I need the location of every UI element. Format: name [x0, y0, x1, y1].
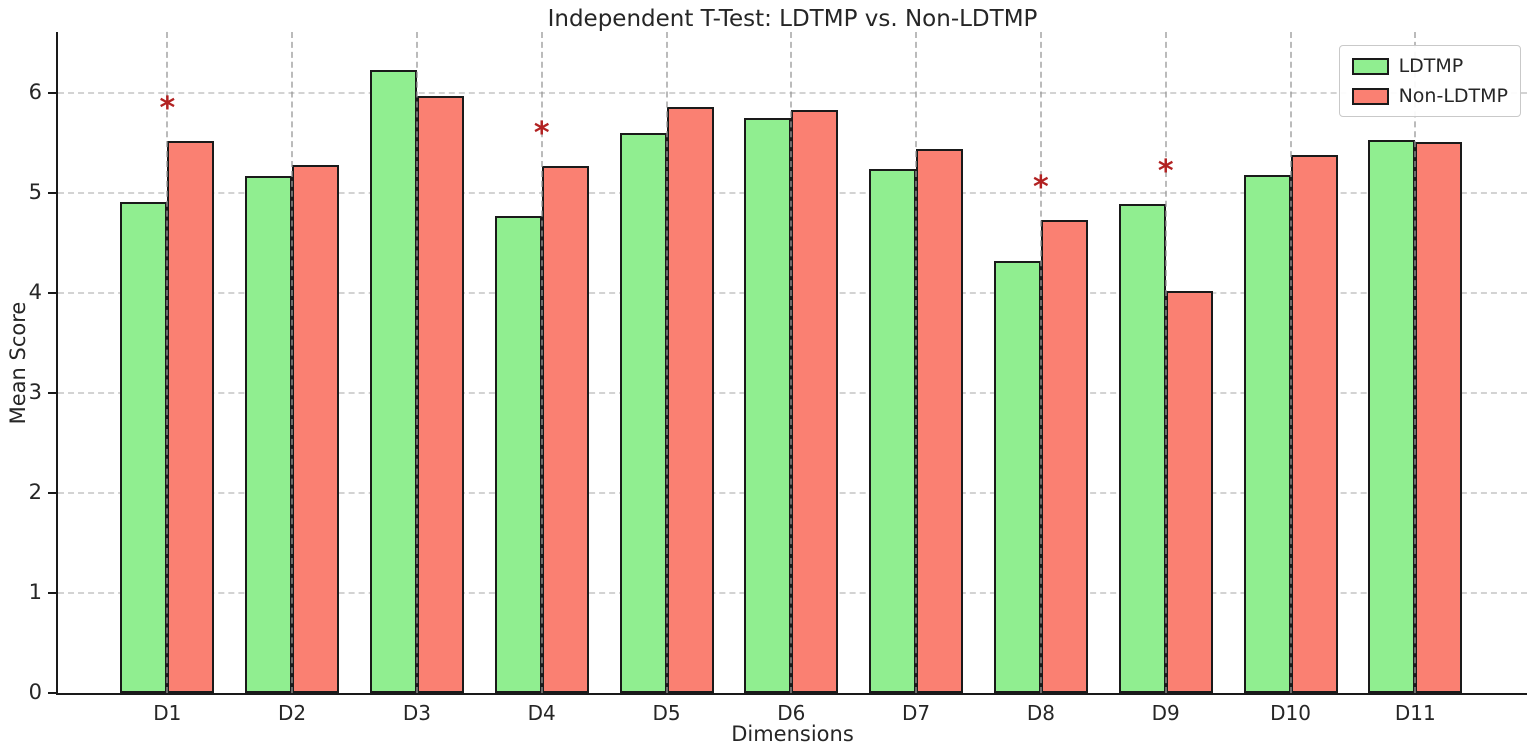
x-axis-spine: [56, 693, 1527, 695]
x-tick-label-d11: D11: [1394, 701, 1436, 725]
plot-area: 0 1 2 3 4 5 6 D1 * D2 D3 D4 * D5 D6 D7 D8 * D9 * D10 D11: [29, 32, 1527, 725]
bar-d4-ldtmp: [494, 216, 542, 693]
legend-item-non-ldtmp: Non-LDTMP: [1351, 85, 1508, 107]
x-tick-label-d5: D5: [652, 701, 681, 725]
significance-marker-d8: *: [1033, 170, 1049, 205]
bar-d10-ldtmp: [1243, 175, 1291, 693]
bar-d4-non-ldtmp: [541, 166, 589, 693]
y-gridline-6: [58, 92, 1527, 94]
x-gridline-d7: [915, 32, 918, 693]
x-tick-label-d1: D1: [153, 701, 182, 725]
x-gridline-d9: [1164, 32, 1167, 693]
x-gridline-d3: [415, 32, 418, 693]
y-tick-mark-2: [48, 492, 56, 494]
y-tick-mark-4: [48, 292, 56, 294]
significance-marker-d1: *: [159, 91, 176, 126]
bar-d5-non-ldtmp: [666, 107, 714, 693]
x-axis-label: Dimensions: [731, 722, 854, 746]
legend-swatch-ldtmp: [1351, 57, 1389, 75]
bar-d9-non-ldtmp: [1165, 291, 1213, 693]
bar-d8-non-ldtmp: [1040, 220, 1088, 693]
bar-d6-non-ldtmp: [791, 110, 839, 693]
y-tick-label-5: 5: [28, 180, 42, 204]
y-tick-mark-6: [48, 92, 56, 94]
y-tick-label-6: 6: [28, 80, 42, 104]
x-gridline-d5: [665, 32, 668, 693]
significance-marker-d4: *: [533, 116, 550, 151]
bar-d10-non-ldtmp: [1290, 155, 1338, 693]
y-axis-spine: [56, 32, 58, 695]
significance-marker-d9: *: [1157, 154, 1174, 189]
x-tick-label-d6: D6: [777, 701, 806, 725]
x-gridline-d2: [291, 32, 294, 693]
x-tick-label-d3: D3: [402, 701, 431, 725]
x-tick-label-d8: D8: [1026, 701, 1055, 725]
x-gridline-d1: [166, 32, 169, 693]
x-tick-label-d7: D7: [902, 701, 931, 725]
bar-d11-non-ldtmp: [1415, 142, 1463, 693]
y-tick-mark-5: [48, 192, 56, 194]
bar-d9-ldtmp: [1118, 204, 1166, 693]
bar-d6-ldtmp: [744, 118, 792, 693]
x-gridline-d10: [1289, 32, 1292, 693]
y-tick-label-1: 1: [28, 580, 42, 604]
legend-item-ldtmp: LDTMP: [1351, 55, 1508, 77]
bar-d5-ldtmp: [619, 133, 667, 693]
x-tick-label-d10: D10: [1270, 701, 1311, 725]
bar-d8-ldtmp: [993, 261, 1041, 693]
legend-label-ldtmp: LDTMP: [1398, 55, 1464, 77]
legend-swatch-non-ldtmp: [1351, 87, 1389, 105]
chart-title: Independent T-Test: LDTMP vs. Non-LDTMP: [547, 6, 1038, 32]
bar-d7-ldtmp: [869, 169, 917, 693]
x-gridline-d6: [790, 32, 793, 693]
y-tick-label-4: 4: [28, 280, 42, 304]
y-tick-mark-3: [48, 392, 56, 394]
bar-d7-non-ldtmp: [916, 149, 964, 693]
y-tick-mark-0: [48, 692, 56, 694]
bar-d2-ldtmp: [245, 176, 293, 693]
bar-d3-non-ldtmp: [416, 96, 464, 693]
y-tick-label-3: 3: [28, 380, 42, 404]
x-gridline-d4: [540, 32, 543, 693]
x-gridline-d8: [1039, 32, 1042, 693]
x-tick-label-d2: D2: [278, 701, 307, 725]
bar-d3-ldtmp: [369, 70, 417, 693]
y-tick-label-2: 2: [28, 480, 42, 504]
legend: LDTMP Non-LDTMP: [1338, 45, 1521, 117]
bar-d2-non-ldtmp: [292, 165, 340, 693]
bar-d1-non-ldtmp: [167, 141, 215, 693]
x-tick-label-d9: D9: [1151, 701, 1180, 725]
legend-label-non-ldtmp: Non-LDTMP: [1398, 85, 1508, 107]
bar-d1-ldtmp: [120, 202, 168, 693]
y-tick-label-0: 0: [28, 680, 42, 704]
x-gridline-d11: [1414, 32, 1417, 693]
y-tick-mark-1: [48, 592, 56, 594]
x-tick-label-d4: D4: [527, 701, 556, 725]
bar-d11-ldtmp: [1368, 140, 1416, 693]
